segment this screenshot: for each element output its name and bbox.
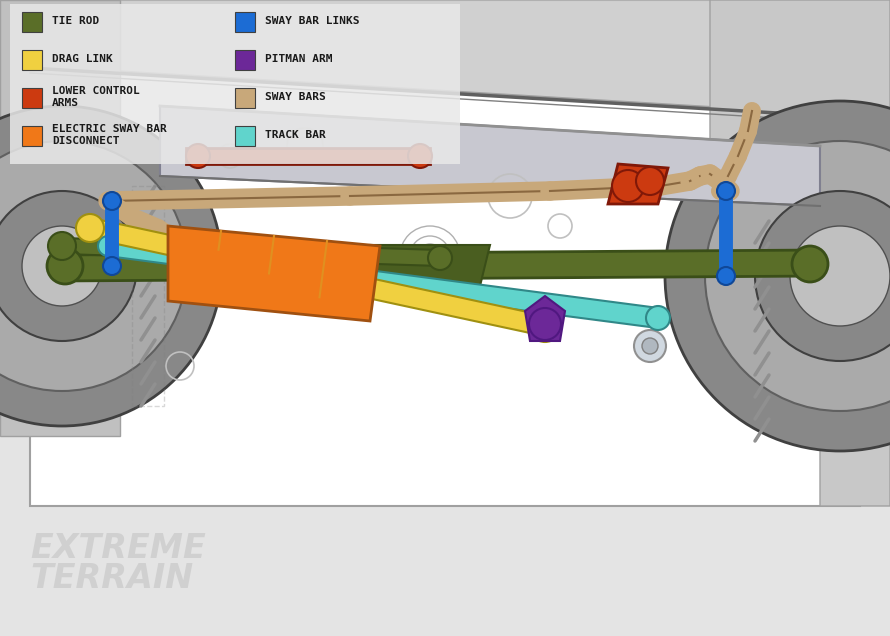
Text: TIE ROD: TIE ROD xyxy=(52,16,100,26)
Polygon shape xyxy=(608,164,668,204)
Polygon shape xyxy=(186,148,430,164)
Polygon shape xyxy=(0,0,890,326)
Circle shape xyxy=(646,306,670,330)
Circle shape xyxy=(186,144,210,168)
Bar xyxy=(10,4,460,164)
Polygon shape xyxy=(370,245,490,286)
Polygon shape xyxy=(525,296,565,341)
Bar xyxy=(22,12,42,32)
Circle shape xyxy=(103,192,121,210)
Bar xyxy=(22,126,42,146)
Text: LOWER CONTROL
ARMS: LOWER CONTROL ARMS xyxy=(52,86,140,108)
Circle shape xyxy=(0,191,137,341)
Circle shape xyxy=(0,106,222,426)
Polygon shape xyxy=(58,250,820,281)
Circle shape xyxy=(47,248,83,284)
Circle shape xyxy=(665,101,890,451)
Circle shape xyxy=(0,141,187,391)
Polygon shape xyxy=(168,226,380,321)
Circle shape xyxy=(755,191,890,361)
Circle shape xyxy=(717,267,735,285)
Polygon shape xyxy=(30,66,860,506)
Bar xyxy=(22,50,42,70)
Circle shape xyxy=(792,246,828,282)
Text: TERRAIN: TERRAIN xyxy=(30,562,193,595)
Circle shape xyxy=(428,246,452,270)
Polygon shape xyxy=(0,0,120,436)
Text: SWAY BARS: SWAY BARS xyxy=(265,92,326,102)
Circle shape xyxy=(76,214,104,242)
Circle shape xyxy=(642,338,658,354)
Circle shape xyxy=(529,310,561,342)
Bar xyxy=(132,186,164,406)
Circle shape xyxy=(408,144,432,168)
Bar xyxy=(235,126,255,146)
Text: SWAY BAR LINKS: SWAY BAR LINKS xyxy=(265,16,360,26)
Bar xyxy=(22,88,42,108)
Bar xyxy=(235,50,255,70)
Circle shape xyxy=(790,226,890,326)
Polygon shape xyxy=(107,236,659,328)
Polygon shape xyxy=(160,106,820,206)
Polygon shape xyxy=(710,0,890,506)
Circle shape xyxy=(717,182,735,200)
Circle shape xyxy=(529,308,561,340)
Circle shape xyxy=(612,170,644,202)
Text: PITMAN ARM: PITMAN ARM xyxy=(265,54,333,64)
Circle shape xyxy=(636,167,664,195)
Circle shape xyxy=(103,257,121,275)
Polygon shape xyxy=(88,218,547,336)
Circle shape xyxy=(48,232,76,260)
Polygon shape xyxy=(62,238,440,266)
Text: ELECTRIC SWAY BAR
DISCONNECT: ELECTRIC SWAY BAR DISCONNECT xyxy=(52,124,166,146)
Circle shape xyxy=(634,330,666,362)
Bar xyxy=(235,12,255,32)
Circle shape xyxy=(705,141,890,411)
Text: DRAG LINK: DRAG LINK xyxy=(52,54,113,64)
Text: TRACK BAR: TRACK BAR xyxy=(265,130,326,140)
Bar xyxy=(235,88,255,108)
Circle shape xyxy=(22,226,102,306)
Circle shape xyxy=(98,236,118,256)
Text: EXTREME: EXTREME xyxy=(30,532,206,565)
